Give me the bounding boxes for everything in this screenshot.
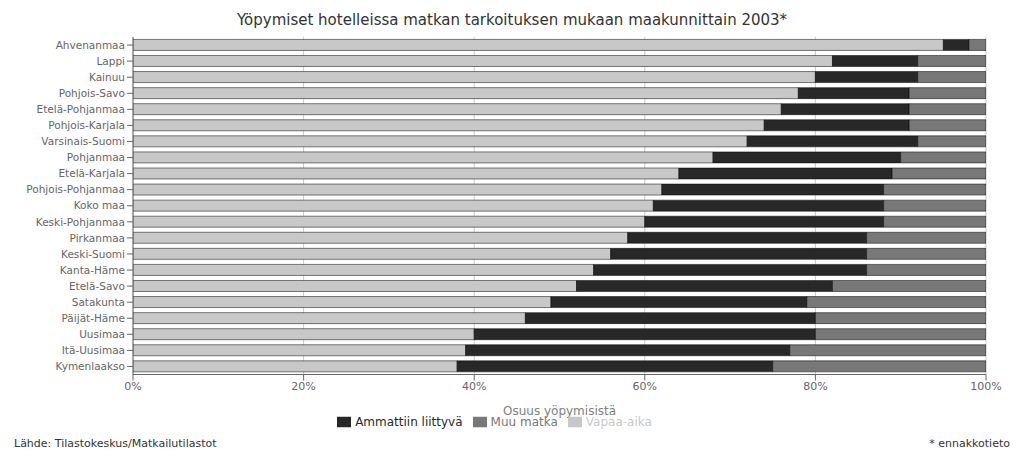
svg-text:100%: 100% [970, 380, 1001, 393]
svg-text:Etelä-Karjala: Etelä-Karjala [58, 167, 125, 179]
svg-text:Pohjanmaa: Pohjanmaa [67, 151, 125, 163]
svg-text:Etelä-Pohjanmaa: Etelä-Pohjanmaa [37, 103, 126, 115]
html-text:Vapaa-aika: Vapaa-aika [585, 414, 652, 429]
svg-text:Lappi: Lappi [96, 55, 125, 67]
svg-text:Kainuu: Kainuu [89, 71, 125, 83]
html-text:Yöpymiset hotelleissa matkan t: Yöpymiset hotelleissa matkan tarkoitukse… [236, 11, 788, 29]
svg-text:Pirkanmaa: Pirkanmaa [70, 232, 125, 244]
html-text:Lähde: Tilastokeskus/Matkailut: Lähde: Tilastokeskus/Matkailutilastot [14, 437, 217, 450]
svg-text:Pohjois-Pohjanmaa: Pohjois-Pohjanmaa [26, 183, 125, 195]
svg-text:Etelä-Savo: Etelä-Savo [69, 280, 125, 292]
html-text:* ennakkotieto: * ennakkotieto [929, 437, 1010, 450]
svg-text:Päijät-Häme: Päijät-Häme [62, 312, 126, 324]
svg-text:20%: 20% [291, 380, 315, 393]
svg-text:Koko maa: Koko maa [74, 199, 125, 211]
svg-text:Pohjois-Savo: Pohjois-Savo [59, 87, 125, 99]
svg-text:40%: 40% [462, 380, 486, 393]
svg-text:Keski-Suomi: Keski-Suomi [61, 248, 125, 260]
svg-text:80%: 80% [803, 380, 827, 393]
svg-text:Uusimaa: Uusimaa [79, 328, 125, 340]
svg-text:Osuus yöpymisistä: Osuus yöpymisistä [503, 404, 616, 418]
html-text:Muu matka: Muu matka [490, 414, 558, 429]
html-text:Ammattiin liittyvä: Ammattiin liittyvä [355, 414, 463, 429]
svg-text:Keski-Pohjanmaa: Keski-Pohjanmaa [36, 216, 125, 228]
svg-text:Kanta-Häme: Kanta-Häme [60, 264, 125, 276]
svg-text:0%: 0% [124, 380, 141, 393]
svg-text:Ahvenanmaa: Ahvenanmaa [56, 39, 125, 51]
svg-text:60%: 60% [633, 380, 657, 393]
svg-text:Pohjois-Karjala: Pohjois-Karjala [48, 119, 125, 131]
svg-text:Varsinais-Suomi: Varsinais-Suomi [41, 135, 125, 147]
svg-text:Kymenlaakso: Kymenlaakso [56, 360, 125, 372]
svg-text:Satakunta: Satakunta [72, 296, 125, 308]
svg-text:Itä-Uusimaa: Itä-Uusimaa [62, 344, 125, 356]
